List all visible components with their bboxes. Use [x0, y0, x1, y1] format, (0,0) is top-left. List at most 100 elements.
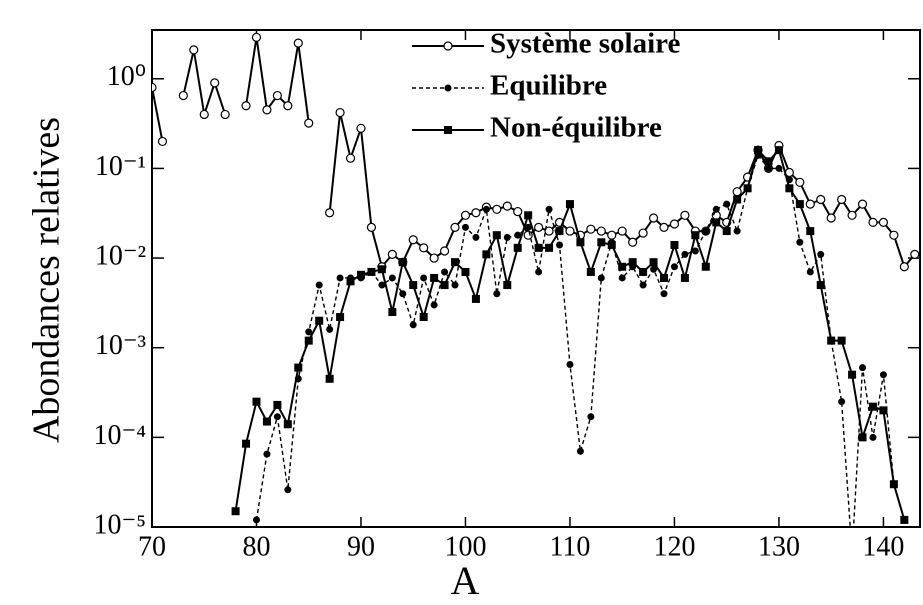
point: [178, 90, 188, 101]
point: [576, 238, 585, 247]
point: [639, 267, 648, 276]
point: [848, 370, 857, 379]
point: [565, 200, 574, 209]
point: [878, 217, 889, 227]
point: [419, 313, 428, 322]
point: [387, 249, 397, 259]
point: [680, 210, 690, 220]
point: [670, 263, 678, 271]
point: [586, 267, 595, 276]
point: [910, 249, 920, 259]
legend-marker: [443, 41, 453, 51]
point: [315, 281, 323, 289]
point: [388, 308, 397, 317]
point: [648, 213, 659, 223]
point: [816, 194, 826, 205]
point: [847, 210, 857, 220]
point: [262, 417, 271, 426]
point: [471, 294, 480, 303]
point: [325, 374, 334, 383]
point: [273, 400, 282, 409]
point: [304, 336, 313, 345]
point: [461, 267, 470, 276]
point: [189, 45, 199, 55]
point: [806, 227, 815, 236]
point: [251, 32, 262, 42]
point: [514, 231, 522, 239]
point: [263, 450, 271, 458]
point: [733, 227, 741, 235]
point: [398, 258, 407, 267]
point: [294, 363, 303, 372]
point: [764, 164, 772, 172]
legend-label: Equilibre: [490, 70, 607, 102]
point: [492, 204, 502, 214]
point: [617, 226, 627, 236]
point: [325, 208, 335, 218]
point: [556, 241, 564, 249]
point: [513, 243, 522, 252]
point: [366, 222, 377, 232]
point: [691, 247, 699, 255]
point: [597, 274, 605, 282]
point: [440, 281, 449, 290]
point: [430, 301, 438, 309]
point: [262, 105, 272, 115]
point: [293, 38, 303, 48]
point: [356, 123, 366, 133]
point: [523, 230, 533, 240]
plot-area: [152, 32, 920, 557]
point: [346, 277, 355, 286]
series-line: [255, 153, 895, 527]
point: [775, 164, 783, 172]
point: [659, 222, 669, 232]
point: [241, 101, 251, 111]
point: [545, 243, 554, 252]
x-tick-label: 140: [862, 531, 904, 562]
y-tick-label: 10⁰: [107, 61, 146, 92]
point: [733, 195, 742, 204]
point: [597, 238, 606, 247]
point: [670, 240, 679, 249]
point: [868, 217, 878, 227]
point: [879, 371, 887, 379]
point: [618, 262, 627, 271]
point: [451, 258, 460, 267]
point: [430, 273, 439, 282]
point: [252, 516, 260, 524]
point: [408, 235, 418, 245]
point: [210, 78, 220, 88]
point: [889, 480, 898, 489]
point: [377, 265, 386, 274]
point: [252, 397, 261, 406]
point: [283, 101, 293, 111]
point: [439, 246, 450, 256]
point: [806, 268, 814, 276]
x-tick-label: 70: [138, 531, 166, 562]
point: [429, 253, 439, 263]
point: [461, 223, 469, 231]
point: [805, 199, 815, 209]
point: [356, 270, 365, 279]
legend-label: Système solaire: [490, 28, 680, 60]
point: [409, 281, 418, 290]
point: [441, 268, 449, 276]
point: [513, 206, 523, 217]
point: [242, 439, 251, 448]
point: [628, 237, 638, 247]
point: [849, 550, 856, 557]
point: [220, 109, 230, 120]
point: [409, 321, 417, 329]
point: [157, 136, 168, 147]
point: [869, 433, 877, 441]
point: [493, 290, 501, 298]
point: [544, 226, 554, 236]
point: [712, 218, 721, 227]
plot-frame: [151, 29, 921, 528]
legend-marker: [444, 84, 452, 92]
point: [565, 226, 575, 236]
point: [838, 398, 846, 406]
point: [628, 258, 637, 267]
